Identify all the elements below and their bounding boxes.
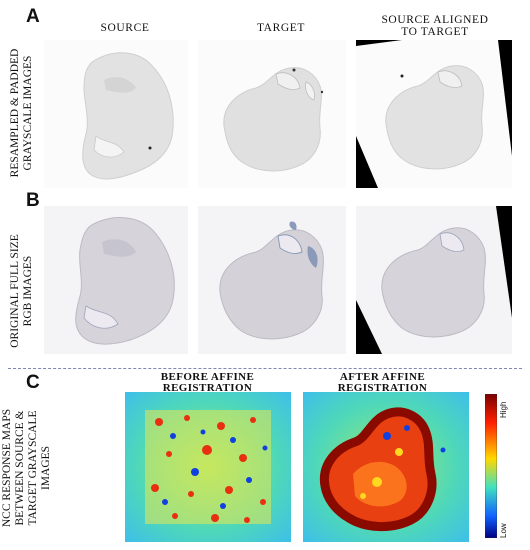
- row-label-c-line-3: TARGET GRAYSCALE: [27, 410, 39, 526]
- panel-c-letter: C: [26, 372, 40, 393]
- row-label-c-line-1: NCC RESPONSE MAPS: [1, 408, 13, 528]
- row-label-b: ORIGINAL FULL SIZE RGB IMAGES: [9, 226, 35, 356]
- colorbar-low-label: Low: [499, 523, 508, 538]
- tissue-shape: [82, 52, 174, 180]
- rgb-aligned-image: [356, 206, 512, 354]
- column-title-target: TARGET: [256, 22, 306, 34]
- column-title-aligned-line-2: TO TARGET: [401, 26, 469, 38]
- ncc-map-after: [303, 392, 469, 542]
- section-divider: [8, 368, 522, 369]
- padding-black-corner: [356, 40, 402, 46]
- column-title-aligned-line-1: SOURCE ALIGNED: [381, 14, 489, 26]
- tissue-shape: [381, 227, 486, 338]
- map-title-after-line-2: REGISTRATION: [337, 382, 428, 394]
- grayscale-target-image: [198, 40, 346, 188]
- tissue-shape: [385, 65, 484, 170]
- tissue-shape: [223, 67, 322, 172]
- panel-a-letter: A: [26, 6, 40, 27]
- padding-black-corner: [356, 136, 378, 188]
- column-title-source: SOURCE: [100, 22, 150, 34]
- tissue-shape: [75, 217, 175, 345]
- row-label-c-line-2: BETWEEN SOURCE &: [14, 410, 26, 526]
- padding-black-corner: [498, 40, 512, 156]
- map-title-after: AFTER AFFINE REGISTRATION: [300, 372, 465, 394]
- rgb-source-image: [44, 206, 188, 354]
- map-title-before-line-2: REGISTRATION: [162, 382, 253, 394]
- row-label-c-line-4: IMAGES: [40, 445, 52, 491]
- tissue-shape: [219, 229, 324, 340]
- padding-black-corner: [496, 206, 512, 318]
- colorbar: [485, 394, 497, 538]
- row-label-c: NCC RESPONSE MAPS BETWEEN SOURCE & TARGE…: [1, 403, 53, 533]
- row-label-a-line-2: GRAYSCALE IMAGES: [22, 55, 34, 171]
- ncc-map-before: [125, 392, 291, 542]
- map-title-after-line-1: AFTER AFFINE: [339, 371, 426, 383]
- grayscale-source-image: [44, 40, 188, 188]
- rgb-target-image: [198, 206, 346, 354]
- colorbar-high-label: High: [499, 401, 508, 418]
- row-label-b-line-1: ORIGINAL FULL SIZE: [9, 234, 21, 348]
- panel-b-letter: B: [26, 190, 40, 211]
- map-title-before: BEFORE AFFINE REGISTRATION: [125, 372, 290, 394]
- row-label-a-line-1: RESAMPLED & PADDED: [9, 48, 21, 178]
- row-label-b-line-2: RGB IMAGES: [22, 255, 34, 327]
- ncc-hotspots: [151, 415, 266, 523]
- ncc-coldspots: [162, 429, 268, 509]
- row-label-a: RESAMPLED & PADDED GRAYSCALE IMAGES: [9, 48, 35, 178]
- grayscale-aligned-image: [356, 40, 512, 188]
- column-title-aligned: SOURCE ALIGNED TO TARGET: [360, 14, 510, 38]
- map-title-before-line-1: BEFORE AFFINE: [160, 371, 255, 383]
- padding-black-corner: [356, 300, 382, 354]
